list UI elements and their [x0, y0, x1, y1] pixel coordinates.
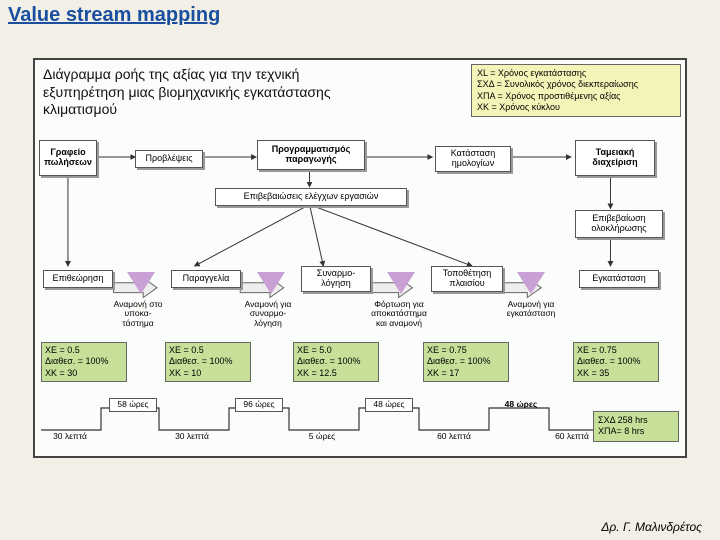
- timeline-va: 5 ώρες: [297, 432, 347, 441]
- wait-triangle-icon: [517, 272, 545, 294]
- timeline-ladder: [39, 390, 595, 436]
- metric-xk: XK = 10: [169, 368, 247, 379]
- timeline-nva: 96 ώρες: [235, 398, 283, 412]
- timeline-nva: 48 ώρες: [497, 400, 545, 409]
- wait-label: Αναμονή για εγκατάσταση: [501, 300, 561, 319]
- process-inspection: Επιθεώρηση: [43, 270, 113, 288]
- footer-author: Δρ. Γ. Μαλινδρέτος: [601, 520, 702, 534]
- totals-box: ΣΧΔ 258 hrs ΧΠΑ= 8 hrs: [593, 411, 679, 442]
- metric-xe: XE = 5.0: [297, 345, 375, 356]
- metric-xe: XE = 0.75: [427, 345, 505, 356]
- metric-dis: Διαθεσ. = 100%: [427, 356, 505, 367]
- metric-xe: XE = 0.5: [169, 345, 247, 356]
- timeline-nva: 58 ώρες: [109, 398, 157, 412]
- box-confirm-checks: Επιβεβαιώσεις ελέγχων εργασιών: [215, 188, 407, 206]
- wait-triangle-icon: [257, 272, 285, 294]
- metric-box: XE = 0.5 Διαθεσ. = 100% XK = 10: [165, 342, 251, 382]
- metric-box: XE = 0.75 Διαθεσ. = 100% XK = 17: [423, 342, 509, 382]
- timeline-nva: 48 ώρες: [365, 398, 413, 412]
- box-prod-plan: Προγραμματισμός παραγωγής: [257, 140, 365, 170]
- metric-box: XE = 0.5 Διαθεσ. = 100% XK = 30: [41, 342, 127, 382]
- timeline-va: 30 λεπτά: [167, 432, 217, 441]
- process-order: Παραγγελία: [171, 270, 241, 288]
- legend-line: ΧΚ = Χρόνος κύκλου: [477, 102, 675, 113]
- metric-xk: XK = 12.5: [297, 368, 375, 379]
- metric-box: XE = 5.0 Διαθεσ. = 100% XK = 12.5: [293, 342, 379, 382]
- metric-dis: Διαθεσ. = 100%: [45, 356, 123, 367]
- metric-xk: XK = 30: [45, 368, 123, 379]
- legend-line: ΧΠΑ = Χρόνος προστιθέμενης αξίας: [477, 91, 675, 102]
- total-xpa: ΧΠΑ= 8 hrs: [598, 426, 674, 438]
- timeline-va: 60 λεπτά: [545, 432, 599, 441]
- wait-label: Αναμονή για συναρμο- λόγηση: [237, 300, 299, 328]
- wait-triangle-icon: [127, 272, 155, 294]
- metric-xe: XE = 0.5: [45, 345, 123, 356]
- metric-xk: XK = 35: [577, 368, 655, 379]
- wait-label: Αναμονή στο υποκα- τάστημα: [107, 300, 169, 328]
- process-frame: Τοποθέτηση πλαισίου: [431, 266, 503, 292]
- process-assembly: Συναρμο- λόγηση: [301, 266, 371, 292]
- box-forecast: Προβλέψεις: [135, 150, 203, 168]
- metric-dis: Διαθεσ. = 100%: [577, 356, 655, 367]
- box-confirm-complete: Επιβεβαίωση ολοκλήρωσης: [575, 210, 663, 238]
- wait-label: Φόρτωση για αποκατάστημα και αναμονή: [367, 300, 431, 328]
- box-calendar: Κατάσταση ημολογίων: [435, 146, 511, 172]
- timeline-va: 60 λεπτά: [427, 432, 481, 441]
- metric-xk: XK = 17: [427, 368, 505, 379]
- diagram-title: Διάγραμμα ροής της αξίας για την τεχνική…: [43, 66, 373, 119]
- legend-line: XL = Χρόνος εγκατάστασης: [477, 68, 675, 79]
- legend: XL = Χρόνος εγκατάστασης ΣΧΔ = Συνολικός…: [471, 64, 681, 117]
- process-install: Εγκατάσταση: [579, 270, 659, 288]
- wait-triangle-icon: [387, 272, 415, 294]
- total-sxd: ΣΧΔ 258 hrs: [598, 415, 674, 427]
- box-treasury: Ταμειακή διαχείριση: [575, 140, 655, 176]
- metric-xe: XE = 0.75: [577, 345, 655, 356]
- legend-line: ΣΧΔ = Συνολικός χρόνος διεκπεραίωσης: [477, 79, 675, 90]
- metric-box: XE = 0.75 Διαθεσ. = 100% XK = 35: [573, 342, 659, 382]
- metric-dis: Διαθεσ. = 100%: [297, 356, 375, 367]
- box-office: Γραφείο πωλήσεων: [39, 140, 97, 176]
- page-title: Value stream mapping: [8, 4, 220, 27]
- timeline-va: 30 λεπτά: [45, 432, 95, 441]
- metric-dis: Διαθεσ. = 100%: [169, 356, 247, 367]
- vsm-diagram: Διάγραμμα ροής της αξίας για την τεχνική…: [33, 58, 687, 458]
